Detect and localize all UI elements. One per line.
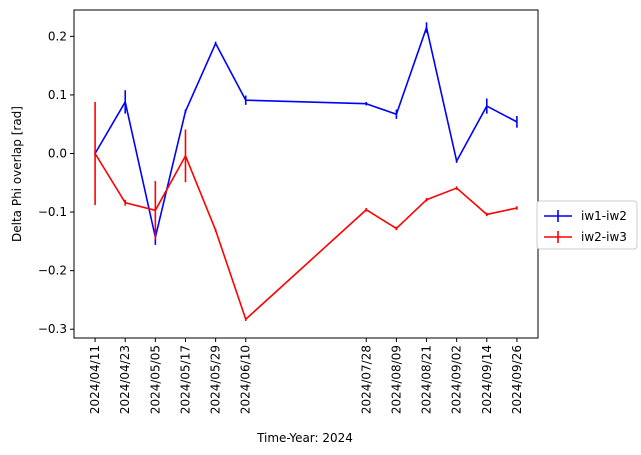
series-line-iw2-iw3 — [94, 153, 518, 321]
x-tick-label: 2024/08/21 — [420, 345, 434, 414]
legend-label-iw2-iw3: iw2-iw3 — [581, 230, 627, 244]
x-tick-label: 2024/04/23 — [118, 345, 132, 414]
y-tick-label: −0.3 — [38, 322, 67, 336]
plot-frame — [73, 9, 539, 339]
x-tick-label: 2024/06/10 — [239, 345, 253, 414]
y-axis-label: Delta Phi overlap [rad] — [10, 106, 24, 242]
y-tick-label: 0.0 — [48, 147, 67, 161]
legend: iw1-iw2 iw2-iw3 — [536, 200, 638, 250]
x-tick-label: 2024/09/02 — [450, 345, 464, 414]
series-line-iw1-iw2 — [94, 26, 518, 239]
x-tick-label: 2024/05/17 — [178, 345, 192, 414]
y-tick-label: −0.2 — [38, 264, 67, 278]
x-tick-label: 2024/07/28 — [359, 345, 373, 414]
legend-item-iw2-iw3: iw2-iw3 — [544, 230, 627, 244]
x-tick-label: 2024/09/14 — [480, 345, 494, 414]
y-tick-label: −0.1 — [38, 205, 67, 219]
series-iw2-iw3 — [94, 101, 518, 322]
x-tick-label: 2024/08/09 — [389, 345, 403, 414]
x-tick-label: 2024/09/26 — [510, 345, 524, 414]
x-tick-label: 2024/05/05 — [148, 345, 162, 414]
x-axis-label: Time-Year: 2024 — [256, 431, 353, 445]
series-iw1-iw2 — [94, 22, 518, 245]
y-tick-label: 0.1 — [48, 88, 67, 102]
x-tick-label: 2024/05/29 — [209, 345, 223, 414]
x-tick-label: 2024/04/11 — [88, 345, 102, 414]
y-tick-label: 0.2 — [48, 29, 67, 43]
legend-item-iw1-iw2: iw1-iw2 — [544, 209, 627, 223]
legend-label-iw1-iw2: iw1-iw2 — [581, 209, 627, 223]
